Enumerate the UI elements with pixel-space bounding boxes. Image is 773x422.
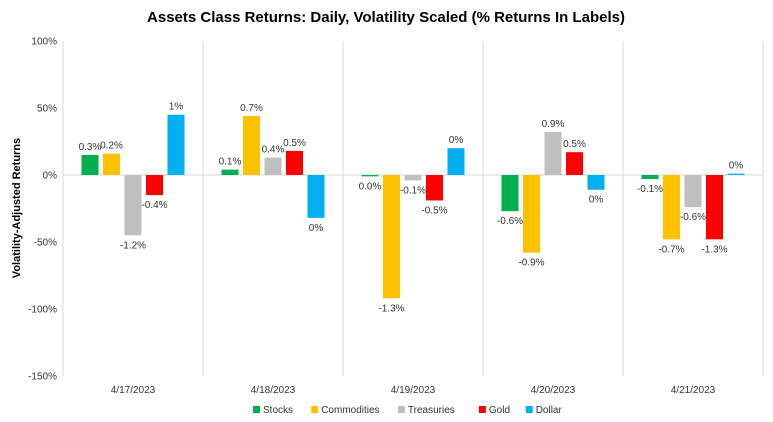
bar-stocks xyxy=(641,175,659,180)
data-label: -1.2% xyxy=(120,240,146,251)
data-label: -0.1% xyxy=(637,184,663,195)
x-tick-label: 4/21/2023 xyxy=(671,385,716,396)
bar-gold xyxy=(146,175,163,196)
bar-commodities xyxy=(103,153,120,175)
data-label: -0.5% xyxy=(421,205,447,216)
data-label: -0.7% xyxy=(658,244,684,255)
bar-commodities xyxy=(383,175,400,299)
data-label: 0.4% xyxy=(262,145,285,156)
x-tick-label: 4/20/2023 xyxy=(531,385,576,396)
data-label: 0.0% xyxy=(359,181,382,192)
data-label: 0% xyxy=(589,195,604,206)
bar-gold xyxy=(566,152,583,175)
data-label: 0% xyxy=(729,161,744,172)
x-tick-label: 4/19/2023 xyxy=(391,385,436,396)
bar-commodities xyxy=(523,175,540,253)
legend-label: Dollar xyxy=(536,405,563,416)
legend-label: Gold xyxy=(489,405,510,416)
bar-commodities xyxy=(243,116,260,175)
data-label: 1% xyxy=(169,102,184,113)
data-label: -1.3% xyxy=(701,244,727,255)
data-label: 0.3% xyxy=(79,142,102,153)
legend-label: Commodities xyxy=(321,405,379,416)
bar-dollar xyxy=(587,175,605,190)
legend-swatch-stocks xyxy=(253,406,260,413)
data-label: -0.6% xyxy=(497,216,523,227)
chart-title: Assets Class Returns: Daily, Volatility … xyxy=(147,9,625,26)
data-label: -0.4% xyxy=(141,200,167,211)
bar-gold xyxy=(426,175,443,201)
legend-label: Treasuries xyxy=(408,405,455,416)
bar-stocks xyxy=(501,175,519,212)
x-tick-label: 4/17/2023 xyxy=(111,385,156,396)
bar-treasuries xyxy=(544,132,562,175)
bar-stocks xyxy=(221,169,239,175)
y-tick-label: 0% xyxy=(43,171,58,182)
data-label: 0.5% xyxy=(563,139,586,150)
data-label: 0% xyxy=(449,135,464,146)
bar-treasuries xyxy=(124,175,142,236)
bar-treasuries xyxy=(684,175,702,208)
legend-label: Stocks xyxy=(263,405,293,416)
legend: Stocks Commodities Treasuries Gold Dollar xyxy=(253,405,562,416)
data-label: -0.9% xyxy=(518,258,544,269)
bar-dollar xyxy=(307,175,325,218)
y-tick-label: 50% xyxy=(37,104,57,115)
legend-swatch-commodities xyxy=(311,406,319,413)
x-tick-label: 4/18/2023 xyxy=(251,385,296,396)
data-label: -0.6% xyxy=(680,212,706,223)
data-label: 0.1% xyxy=(219,157,242,168)
data-label: -1.3% xyxy=(378,303,404,314)
bar-stocks xyxy=(81,154,99,175)
y-tick-label: -50% xyxy=(34,238,57,249)
bar-gold xyxy=(706,175,723,240)
plot-area: 100% 50% 0% -50% -100% -150% 0.3%0.2% -1.2% -0.4… xyxy=(28,37,764,396)
bar-treasuries xyxy=(404,175,422,181)
legend-swatch-gold xyxy=(478,406,486,413)
data-label: -0.1% xyxy=(400,185,426,196)
y-tick-label: 100% xyxy=(31,37,57,48)
legend-swatch-treasuries xyxy=(397,406,405,413)
data-label: 0.7% xyxy=(240,103,263,114)
y-tick-label: -150% xyxy=(28,372,57,383)
bar-dollar xyxy=(167,114,185,175)
data-label: 0.2% xyxy=(100,141,123,152)
bar-stocks xyxy=(361,175,379,177)
bar-commodities xyxy=(663,175,680,240)
bar-dollar xyxy=(727,173,745,175)
bar-treasuries xyxy=(264,157,282,175)
bar-dollar xyxy=(447,148,465,175)
bar-gold xyxy=(286,150,303,175)
data-label: 0.9% xyxy=(542,119,565,130)
data-label: 0.5% xyxy=(283,138,306,149)
legend-swatch-dollar xyxy=(525,406,533,413)
y-tick-label: -100% xyxy=(28,305,57,316)
y-axis-label: Volatility-Adjusted Returns xyxy=(11,138,23,278)
data-label: 0% xyxy=(309,223,324,234)
